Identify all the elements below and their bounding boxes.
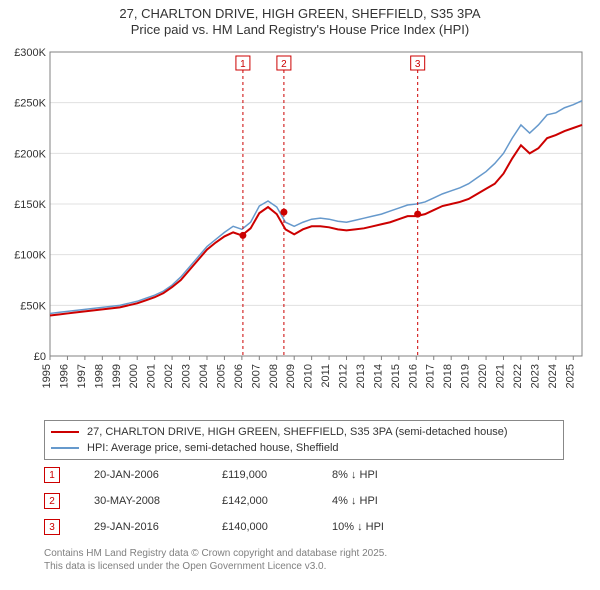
svg-text:£0: £0 — [34, 351, 46, 363]
marker-price: £140,000 — [222, 521, 332, 533]
chart-container: 27, CHARLTON DRIVE, HIGH GREEN, SHEFFIEL… — [0, 0, 600, 590]
svg-text:1997: 1997 — [76, 364, 88, 388]
legend-item: HPI: Average price, semi-detached house,… — [51, 440, 557, 456]
svg-text:2017: 2017 — [425, 364, 437, 388]
svg-text:2004: 2004 — [198, 364, 210, 388]
svg-text:1995: 1995 — [41, 364, 53, 388]
title-line2: Price paid vs. HM Land Registry's House … — [0, 22, 600, 37]
marker-table: 1 20-JAN-2006 £119,000 8% ↓ HPI 2 30-MAY… — [44, 462, 564, 540]
svg-text:2010: 2010 — [303, 364, 315, 388]
footer-line2: This data is licensed under the Open Gov… — [44, 561, 580, 574]
marker-price: £119,000 — [222, 469, 332, 481]
svg-text:2013: 2013 — [355, 364, 367, 388]
svg-text:2021: 2021 — [495, 364, 507, 388]
legend-label: HPI: Average price, semi-detached house,… — [87, 442, 339, 454]
marker-hpi: 8% ↓ HPI — [332, 469, 378, 481]
svg-text:2019: 2019 — [460, 364, 472, 388]
legend-swatch — [51, 447, 79, 449]
footer-note: Contains HM Land Registry data © Crown c… — [44, 548, 580, 573]
svg-text:2020: 2020 — [477, 364, 489, 388]
svg-text:2012: 2012 — [338, 364, 350, 388]
svg-text:2007: 2007 — [250, 364, 262, 388]
title-block: 27, CHARLTON DRIVE, HIGH GREEN, SHEFFIEL… — [0, 0, 600, 37]
svg-text:£200K: £200K — [14, 148, 46, 160]
svg-text:2025: 2025 — [564, 364, 576, 388]
svg-text:2: 2 — [281, 59, 287, 70]
title-line1: 27, CHARLTON DRIVE, HIGH GREEN, SHEFFIEL… — [0, 6, 600, 21]
svg-text:2022: 2022 — [512, 364, 524, 388]
svg-text:1999: 1999 — [111, 364, 123, 388]
svg-text:2008: 2008 — [268, 364, 280, 388]
marker-hpi: 4% ↓ HPI — [332, 495, 378, 507]
svg-text:1998: 1998 — [93, 364, 105, 388]
svg-text:£50K: £50K — [20, 300, 46, 312]
legend-item: 27, CHARLTON DRIVE, HIGH GREEN, SHEFFIEL… — [51, 424, 557, 440]
svg-text:3: 3 — [415, 59, 421, 70]
svg-text:2018: 2018 — [442, 364, 454, 388]
marker-date: 30-MAY-2008 — [94, 495, 222, 507]
svg-text:2014: 2014 — [372, 364, 384, 388]
svg-text:£300K: £300K — [14, 47, 46, 59]
svg-text:2009: 2009 — [285, 364, 297, 388]
svg-text:£150K: £150K — [14, 199, 46, 211]
svg-text:2015: 2015 — [390, 364, 402, 388]
marker-price: £142,000 — [222, 495, 332, 507]
svg-text:1996: 1996 — [58, 364, 70, 388]
marker-hpi: 10% ↓ HPI — [332, 521, 384, 533]
svg-text:2006: 2006 — [233, 364, 245, 388]
svg-text:£100K: £100K — [14, 250, 46, 262]
svg-text:2002: 2002 — [163, 364, 175, 388]
svg-text:2005: 2005 — [215, 364, 227, 388]
marker-badge: 2 — [44, 493, 60, 509]
footer-line1: Contains HM Land Registry data © Crown c… — [44, 548, 580, 561]
svg-text:2000: 2000 — [128, 364, 140, 388]
svg-text:£250K: £250K — [14, 98, 46, 110]
marker-badge: 1 — [44, 467, 60, 483]
svg-text:2011: 2011 — [320, 364, 332, 388]
marker-row: 1 20-JAN-2006 £119,000 8% ↓ HPI — [44, 462, 564, 488]
marker-row: 3 29-JAN-2016 £140,000 10% ↓ HPI — [44, 514, 564, 540]
svg-text:2024: 2024 — [547, 364, 559, 388]
svg-text:2023: 2023 — [529, 364, 541, 388]
marker-row: 2 30-MAY-2008 £142,000 4% ↓ HPI — [44, 488, 564, 514]
marker-date: 29-JAN-2016 — [94, 521, 222, 533]
svg-text:2003: 2003 — [181, 364, 193, 388]
svg-text:1: 1 — [240, 59, 246, 70]
svg-text:2001: 2001 — [146, 364, 158, 388]
svg-text:2016: 2016 — [407, 364, 419, 388]
chart-svg: £0 £50K £100K £150K £200K £250K £300K 1995 1996 1… — [10, 46, 590, 406]
marker-badge: 3 — [44, 519, 60, 535]
legend: 27, CHARLTON DRIVE, HIGH GREEN, SHEFFIEL… — [44, 420, 564, 460]
marker-date: 20-JAN-2006 — [94, 469, 222, 481]
legend-label: 27, CHARLTON DRIVE, HIGH GREEN, SHEFFIEL… — [87, 426, 508, 438]
legend-swatch — [51, 431, 79, 434]
